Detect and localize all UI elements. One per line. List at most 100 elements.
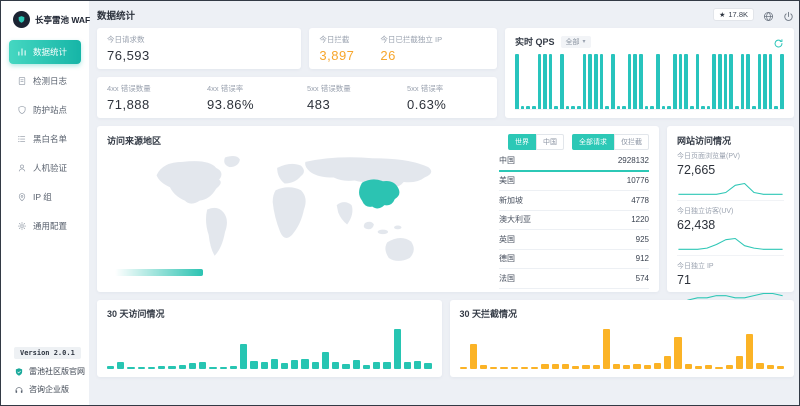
sidebar-item-2[interactable]: 防护站点	[9, 98, 81, 122]
sidebar-link-1[interactable]: 咨询企业版	[14, 384, 89, 395]
bar	[780, 54, 784, 109]
bar	[229, 366, 238, 369]
language-icon[interactable]	[763, 9, 774, 22]
bar	[541, 363, 549, 369]
bar	[577, 105, 581, 109]
qps-site-filter-dropdown[interactable]: 全部 ▾	[560, 35, 591, 48]
metric-ip: 今日独立 IP 71	[677, 255, 784, 310]
bar	[301, 359, 309, 369]
github-stars-count: 17.8K	[728, 10, 748, 19]
bar	[107, 366, 115, 369]
bar	[639, 54, 643, 109]
star-icon: ★	[719, 11, 726, 19]
requests-today-card: 今日请求数 76,593	[97, 28, 302, 69]
bar	[746, 54, 750, 109]
bar	[774, 105, 779, 109]
chevron-down-icon: ▾	[582, 39, 586, 45]
bar	[280, 363, 289, 369]
bar	[723, 54, 728, 109]
region-option-1[interactable]: 中国	[536, 134, 564, 150]
country-name: 澳大利亚	[499, 215, 531, 225]
metric-uv: 今日独立访客(UV) 62,438	[677, 200, 784, 255]
bar	[656, 54, 660, 109]
stat-value: 93.86%	[207, 97, 255, 112]
sidebar-item-0[interactable]: 数据统计	[9, 40, 81, 64]
bar	[551, 363, 559, 369]
log-icon	[18, 77, 26, 85]
page-title: 数据统计	[97, 10, 136, 22]
topbar: 数据统计 ★ 17.8K	[97, 1, 794, 28]
bar	[694, 365, 703, 369]
bar	[751, 105, 756, 109]
stat-cards: 今日请求数 76,593 今日拦截 3,897 今日已拦截独立 IP 26	[97, 28, 497, 118]
bar	[667, 105, 671, 109]
topbar-actions: ★ 17.8K	[713, 8, 794, 22]
bar	[219, 366, 227, 369]
bar	[746, 333, 754, 369]
bar	[403, 361, 412, 369]
region-option-0[interactable]: 世界	[508, 134, 536, 150]
bar	[602, 329, 611, 369]
country-name: 英国	[499, 234, 515, 244]
sidebar-item-5[interactable]: IP 组	[9, 185, 81, 209]
bar	[701, 105, 705, 109]
site-metrics: 今日页面浏览量(PV) 72,665 今日独立访客(UV) 62,438 今日独立 IP…	[677, 151, 784, 310]
sidebar-item-label: IP 组	[33, 192, 52, 202]
sidebar-item-1[interactable]: 检测日志	[9, 69, 81, 93]
sidebar-links: 雷池社区版官网 咨询企业版	[14, 366, 89, 395]
bar	[531, 105, 536, 109]
bar	[565, 105, 570, 109]
bar	[672, 54, 677, 109]
metric-label: 今日页面浏览量(PV)	[677, 153, 740, 160]
bar	[250, 360, 258, 369]
country-name: 美国	[499, 176, 515, 186]
bar	[572, 366, 580, 369]
refresh-icon[interactable]	[773, 36, 784, 48]
map-density-legend	[115, 269, 203, 276]
stat-label: 4xx 错误数量	[107, 84, 151, 93]
bar	[588, 54, 592, 109]
scope-option-0[interactable]: 全部请求	[572, 134, 614, 150]
stat-value: 26	[380, 48, 396, 63]
metric-label: 今日独立 IP	[677, 263, 714, 270]
country-name: 新加坡	[499, 195, 523, 205]
captcha-icon	[18, 164, 26, 172]
bar	[643, 364, 651, 369]
gear-icon	[17, 221, 27, 231]
bar	[424, 363, 432, 369]
sidebar-item-6[interactable]: 通用配置	[9, 214, 81, 238]
bar	[593, 54, 598, 109]
country-row: 德国 912	[499, 250, 649, 269]
sidebar-item-label: 检测日志	[33, 76, 68, 86]
bar	[510, 366, 518, 369]
logout-icon[interactable]	[783, 9, 794, 21]
site-visits-panel: 网站访问情况 今日页面浏览量(PV) 72,665 今日独立访客(UV) 62,438…	[667, 126, 794, 305]
bar	[526, 105, 530, 109]
bar	[756, 362, 764, 369]
bar	[137, 366, 145, 369]
bar	[627, 54, 632, 109]
blocks-trend-chart	[459, 324, 784, 369]
bar	[270, 359, 278, 369]
sidebar-item-4[interactable]: 人机验证	[9, 156, 81, 180]
scope-option-1[interactable]: 仅拦截	[614, 134, 649, 150]
visit-origin-panel: 访问来源地区 世界 中国 全部请求 仅拦截	[97, 126, 659, 292]
bar	[490, 366, 498, 369]
bar	[684, 54, 688, 109]
stat-value: 483	[307, 97, 331, 112]
bar-chart-icon	[18, 48, 26, 56]
pv-sparkline	[678, 182, 783, 195]
shield-icon	[18, 105, 26, 114]
bar	[515, 54, 519, 109]
bar	[633, 54, 638, 109]
headset-icon	[15, 386, 23, 393]
stat-value: 0.63%	[407, 97, 447, 112]
sidebar-link-0[interactable]: 雷池社区版官网	[14, 366, 89, 377]
bar	[599, 54, 604, 109]
bar	[479, 365, 488, 369]
bar	[740, 54, 745, 109]
sidebar-item-3[interactable]: 黑白名单	[9, 127, 81, 151]
github-stars-button[interactable]: ★ 17.8K	[713, 8, 754, 21]
sidebar-link-label: 咨询企业版	[29, 385, 69, 394]
metric-pv: 今日页面浏览量(PV) 72,665	[677, 151, 784, 200]
